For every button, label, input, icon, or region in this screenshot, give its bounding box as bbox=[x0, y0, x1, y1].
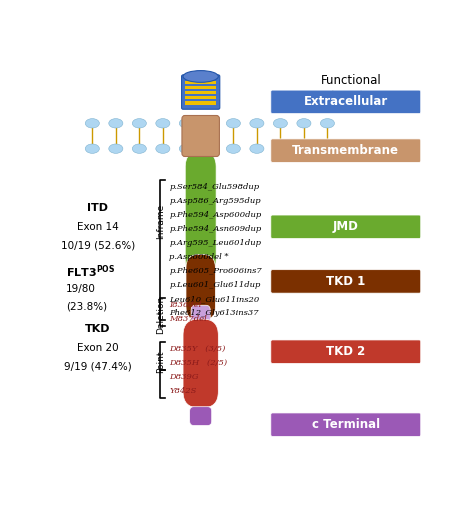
Ellipse shape bbox=[273, 119, 287, 128]
Text: p.Phe605_Pro606ins7: p.Phe605_Pro606ins7 bbox=[169, 267, 262, 275]
Text: JMD: JMD bbox=[333, 220, 359, 233]
FancyBboxPatch shape bbox=[182, 75, 220, 109]
Ellipse shape bbox=[85, 119, 100, 128]
Text: Point: Point bbox=[156, 351, 165, 374]
Text: TKD: TKD bbox=[85, 324, 110, 335]
Ellipse shape bbox=[85, 144, 100, 153]
Ellipse shape bbox=[250, 119, 264, 128]
Text: Functional
domains: Functional domains bbox=[321, 74, 382, 103]
FancyBboxPatch shape bbox=[271, 90, 421, 114]
Ellipse shape bbox=[203, 144, 217, 153]
FancyBboxPatch shape bbox=[191, 305, 210, 325]
Bar bbox=[185, 101, 217, 104]
Ellipse shape bbox=[297, 119, 311, 128]
FancyBboxPatch shape bbox=[186, 255, 215, 320]
FancyBboxPatch shape bbox=[190, 407, 212, 425]
Text: TKD 1: TKD 1 bbox=[326, 275, 365, 288]
Ellipse shape bbox=[156, 119, 170, 128]
Text: (23.8%): (23.8%) bbox=[66, 302, 107, 312]
Text: 10/19 (52.6%): 10/19 (52.6%) bbox=[61, 240, 135, 250]
Text: Exon 20: Exon 20 bbox=[77, 343, 118, 353]
FancyBboxPatch shape bbox=[183, 319, 219, 408]
Text: p.Ser584_Glu598dup: p.Ser584_Glu598dup bbox=[169, 183, 260, 191]
Text: TKD 2: TKD 2 bbox=[326, 345, 365, 358]
Text: ITD: ITD bbox=[87, 203, 109, 213]
Ellipse shape bbox=[226, 119, 240, 128]
Ellipse shape bbox=[156, 144, 170, 153]
Text: Deletion: Deletion bbox=[156, 296, 165, 335]
Text: Leu610_Glu611ins20: Leu610_Glu611ins20 bbox=[169, 295, 260, 303]
Text: 9/19 (47.4%): 9/19 (47.4%) bbox=[64, 361, 132, 371]
Ellipse shape bbox=[132, 119, 146, 128]
Bar bbox=[185, 81, 217, 84]
FancyBboxPatch shape bbox=[182, 116, 219, 157]
Text: D835H   (2/5): D835H (2/5) bbox=[169, 359, 228, 367]
Text: D839G: D839G bbox=[169, 373, 199, 381]
Text: Inframe: Inframe bbox=[156, 203, 165, 238]
Text: Phe612_Gly613ins37: Phe612_Gly613ins37 bbox=[169, 309, 259, 317]
Text: Exon 14: Exon 14 bbox=[77, 222, 118, 232]
Ellipse shape bbox=[183, 70, 219, 82]
FancyBboxPatch shape bbox=[271, 215, 421, 238]
Text: $\mathit{\mathbf{FLT3}}^{\mathit{\mathbf{POS}}}$: $\mathit{\mathbf{FLT3}}^{\mathit{\mathbf… bbox=[66, 263, 115, 280]
Ellipse shape bbox=[250, 144, 264, 153]
Bar bbox=[185, 96, 217, 99]
Ellipse shape bbox=[179, 144, 193, 153]
Ellipse shape bbox=[320, 119, 335, 128]
Text: Extracellular: Extracellular bbox=[304, 95, 388, 108]
Ellipse shape bbox=[132, 144, 146, 153]
Text: Transmembrane: Transmembrane bbox=[292, 144, 399, 157]
Ellipse shape bbox=[109, 119, 123, 128]
Text: 19/80: 19/80 bbox=[66, 284, 96, 294]
FancyBboxPatch shape bbox=[271, 270, 421, 293]
Bar bbox=[185, 86, 217, 89]
Ellipse shape bbox=[179, 119, 193, 128]
Text: p.Arg595_Leu601dup: p.Arg595_Leu601dup bbox=[169, 239, 262, 247]
Ellipse shape bbox=[226, 144, 240, 153]
Text: D835Y   (3/5): D835Y (3/5) bbox=[169, 345, 226, 353]
Ellipse shape bbox=[273, 144, 287, 153]
FancyBboxPatch shape bbox=[185, 152, 216, 274]
FancyBboxPatch shape bbox=[271, 340, 421, 364]
Text: M837del: M837del bbox=[169, 315, 207, 323]
Text: I836del: I836del bbox=[169, 301, 202, 309]
Bar bbox=[185, 91, 217, 94]
Ellipse shape bbox=[203, 119, 217, 128]
Text: p.Asp600del *: p.Asp600del * bbox=[169, 253, 229, 261]
FancyBboxPatch shape bbox=[271, 413, 421, 437]
Text: p.Asp586_Arg595dup: p.Asp586_Arg595dup bbox=[169, 197, 261, 205]
Ellipse shape bbox=[109, 144, 123, 153]
Text: p.Phe594_Asp600dup: p.Phe594_Asp600dup bbox=[169, 210, 262, 219]
FancyBboxPatch shape bbox=[271, 139, 421, 162]
Text: Y842S: Y842S bbox=[169, 387, 197, 395]
Ellipse shape bbox=[297, 144, 311, 153]
Text: p.Phe594_Asn609dup: p.Phe594_Asn609dup bbox=[169, 225, 262, 233]
Text: c Terminal: c Terminal bbox=[312, 418, 380, 431]
Text: p.Leu601_Glu611dup: p.Leu601_Glu611dup bbox=[169, 281, 261, 289]
Ellipse shape bbox=[320, 144, 335, 153]
